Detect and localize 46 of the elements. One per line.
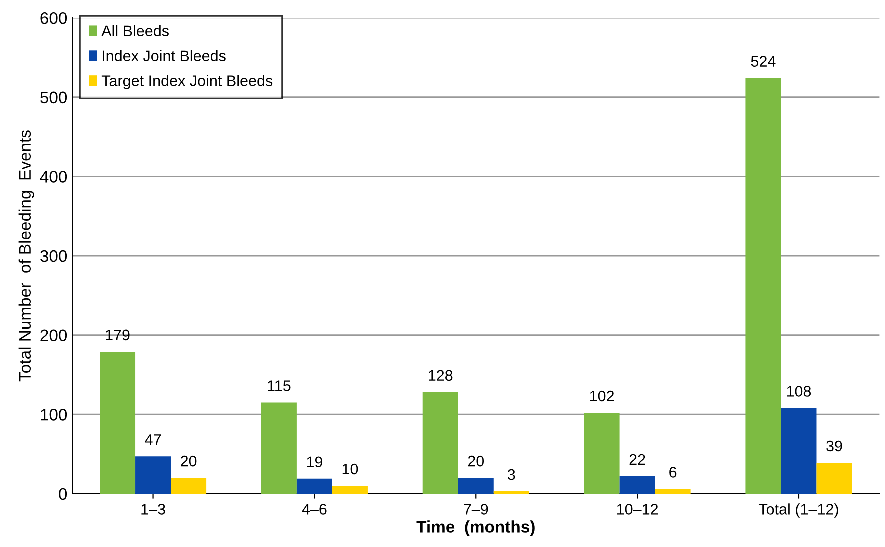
y-tick-label: 400: [40, 171, 68, 183]
data-label: 10: [342, 464, 358, 475]
bar: [422, 392, 458, 494]
bar: [655, 489, 691, 494]
y-axis-title: Total Number of Bleeding Events: [18, 130, 34, 382]
bar: [171, 478, 207, 494]
y-tick-label: 300: [40, 250, 68, 262]
data-label: 179: [106, 330, 130, 341]
x-tick-label: 1–3: [142, 504, 166, 515]
legend-label: Index Joint Bleeds: [103, 50, 226, 62]
y-tick-label: 200: [40, 330, 68, 342]
bar: [136, 456, 172, 494]
bar: [458, 478, 494, 494]
bar: [332, 486, 368, 494]
data-label: 128: [429, 370, 453, 382]
data-label: 19: [307, 456, 322, 468]
x-tick-label: 7–9: [464, 504, 488, 515]
data-label: 115: [268, 380, 291, 392]
data-label: 47: [145, 434, 162, 446]
legend-label: All Bleeds: [102, 25, 169, 37]
x-axis-title: Time (months): [416, 520, 535, 536]
bar: [296, 478, 332, 494]
bar: [100, 352, 136, 494]
data-label: 20: [468, 456, 484, 467]
bar: [781, 408, 817, 494]
legend-label: Target Index Joint Bleeds: [102, 75, 273, 90]
data-label: 6: [670, 467, 677, 478]
data-label: 102: [590, 390, 614, 402]
x-tick-label: 4–6: [302, 504, 327, 515]
bar: [746, 78, 782, 494]
data-label: 20: [181, 456, 197, 467]
data-label: 39: [826, 440, 842, 452]
bar: [620, 476, 656, 494]
x-tick-label: 10–12: [617, 504, 658, 515]
bar: [816, 463, 852, 494]
data-label: 108: [787, 386, 812, 397]
y-tick-label: 600: [40, 12, 68, 24]
bar: [584, 413, 620, 494]
data-label: 524: [751, 56, 776, 67]
x-tick-label: Total (1–12): [758, 504, 838, 518]
y-tick-label: 0: [59, 488, 68, 500]
data-label: 22: [630, 454, 646, 465]
bar: [261, 402, 297, 494]
data-label: 3: [508, 469, 516, 480]
y-tick-label: 500: [40, 92, 68, 104]
y-tick-label: 100: [41, 409, 68, 421]
